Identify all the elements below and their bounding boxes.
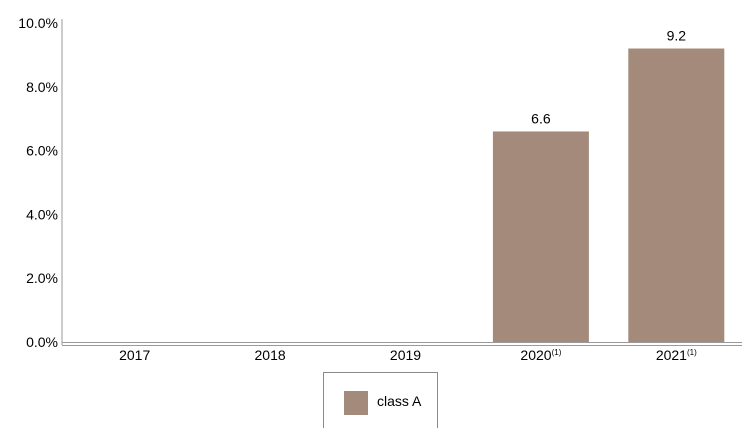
x-axis: 2017 2018 2019 2020(1) 2021(1): [62, 342, 742, 363]
y-tick-label: 8.0%: [26, 79, 58, 95]
y-axis: 0.0% 2.0% 4.0% 6.0% 8.0% 10.0%: [18, 15, 63, 350]
y-tick-label: 6.0%: [26, 143, 58, 159]
x-tick-label: 2018: [255, 347, 286, 363]
y-tick-label: 2.0%: [26, 270, 58, 286]
y-tick-label: 0.0%: [26, 334, 58, 350]
legend-label: class A: [377, 393, 422, 409]
x-tick-label: 2020(1): [520, 347, 561, 363]
data-label-2020: 6.6: [531, 110, 551, 126]
bars: [492, 48, 725, 343]
x-tick-label: 2017: [119, 347, 150, 363]
legend-swatch: [344, 391, 368, 415]
x-tick-label: 2019: [390, 347, 421, 363]
bar-2021: [628, 48, 725, 343]
bar-2020: [492, 131, 589, 342]
y-tick-label: 4.0%: [26, 206, 58, 222]
data-labels: 6.6 9.2: [531, 28, 686, 127]
legend: class A: [323, 372, 438, 428]
y-tick-label: 10.0%: [18, 15, 58, 31]
x-tick-label: 2021(1): [656, 347, 697, 363]
data-label-2021: 9.2: [667, 28, 687, 44]
